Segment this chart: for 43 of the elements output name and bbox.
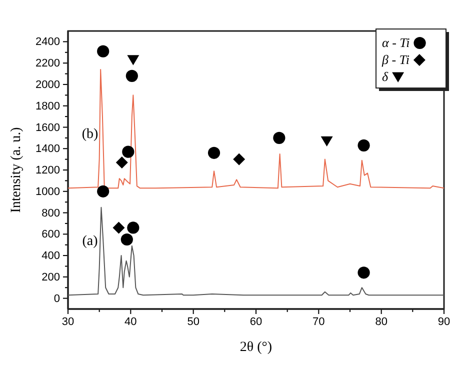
legend-label: β - Ti	[381, 52, 410, 67]
y-tick-label: 2200	[36, 58, 60, 70]
point	[358, 139, 370, 152]
point	[126, 70, 138, 82]
point	[97, 45, 110, 58]
y-tick-label: 800	[42, 207, 60, 220]
x-tick-label: 80	[375, 316, 388, 328]
legend-label: α - Ti	[382, 35, 410, 50]
point	[208, 146, 220, 159]
point	[233, 153, 246, 166]
x-tick-label: 60	[250, 316, 262, 328]
x-tick-label: 50	[187, 316, 200, 328]
y-tick-label: 600	[42, 228, 60, 241]
x-tick-label: 40	[124, 316, 137, 328]
point	[358, 266, 370, 279]
legend-label: δ	[382, 69, 389, 84]
y-tick-label: 2000	[36, 78, 60, 91]
y-tick-label: 1200	[36, 164, 60, 177]
x-tick-label: 30	[62, 316, 74, 328]
y-tick-label: 400	[42, 250, 60, 262]
point	[273, 132, 286, 144]
point	[122, 146, 134, 158]
y-tick-label: 1600	[36, 122, 60, 134]
y-tick-label: 1800	[36, 100, 60, 112]
y-tick-label: 1000	[36, 186, 60, 198]
series-label: (a)	[82, 234, 98, 250]
point	[116, 156, 128, 169]
series-label: (b)	[82, 127, 98, 142]
point	[120, 233, 133, 246]
y-tick-label: 2400	[36, 36, 60, 48]
y-tick-label: 1400	[36, 143, 60, 156]
line-series	[68, 206, 444, 296]
x-axis-title: 2θ (°)	[240, 340, 272, 355]
y-tick-label: 0	[54, 292, 60, 305]
point	[320, 136, 333, 147]
point	[97, 185, 110, 198]
y-tick-label: 200	[42, 271, 60, 284]
point	[112, 222, 125, 234]
point	[127, 55, 140, 66]
point	[127, 222, 140, 234]
x-tick-label: 90	[438, 316, 450, 328]
x-tick-label: 70	[312, 316, 325, 328]
y-axis-title: Intensity (a. u.)	[9, 126, 24, 213]
